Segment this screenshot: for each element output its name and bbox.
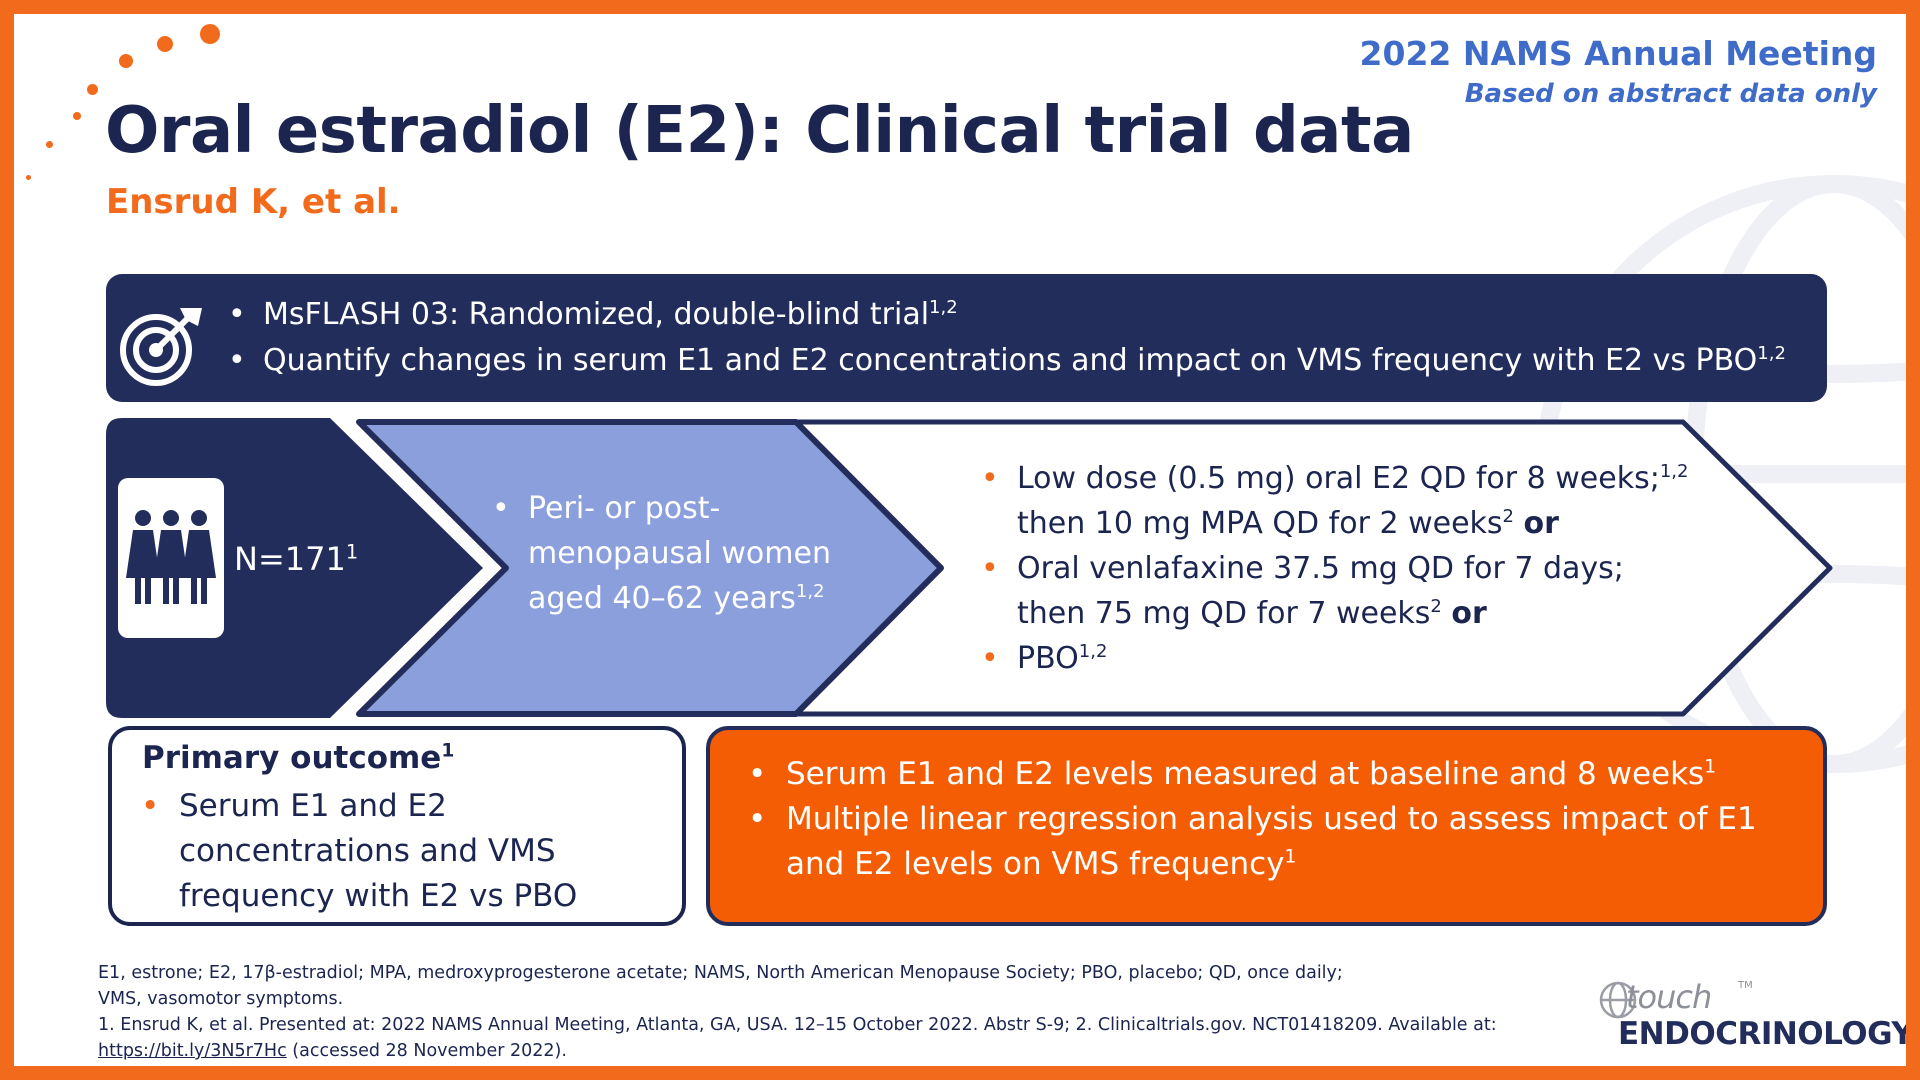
reference-link[interactable]: https://bit.ly/3N5r7Hc	[98, 1041, 287, 1061]
women-group-icon	[118, 478, 224, 638]
treatment-arm-e2: Low dose (0.5 mg) oral E2 QD for 8 weeks…	[981, 456, 1689, 546]
logo-globe-icon	[1599, 981, 1637, 1019]
study-design-flow: N=1711 Peri- or post-menopausal womenage…	[106, 418, 1834, 718]
objective-item: Quantify changes in serum E1 and E2 conc…	[228, 338, 1786, 384]
target-icon	[120, 308, 202, 386]
treatment-arms: Low dose (0.5 mg) oral E2 QD for 8 weeks…	[981, 456, 1689, 681]
slide-title: Oral estradiol (E2): Clinical trial data	[105, 94, 1414, 168]
objective-item: MsFLASH 03: Randomized, double-blind tri…	[228, 292, 1786, 338]
sample-size: N=1711	[234, 540, 359, 578]
slide: 2022 NAMS Annual Meeting Based on abstra…	[14, 14, 1906, 1066]
authors: Ensrud K, et al.	[106, 182, 401, 222]
abbreviations-footnote: E1, estrone; E2, 17β-estradiol; MPA, med…	[98, 963, 1343, 1009]
treatment-arm-placebo: PBO1,2	[981, 636, 1688, 681]
touch-endocrinology-logo: touch TM ENDOCRINOLOGY	[1584, 978, 1906, 1054]
methods-item: Multiple linear regression analysis used…	[748, 797, 1806, 887]
primary-outcome-title: Primary outcome1	[142, 740, 455, 776]
logo-brand-text: ENDOCRINOLOGY	[1618, 1016, 1906, 1052]
methods-box: Serum E1 and E2 levels measured at basel…	[706, 726, 1827, 926]
meeting-info: 2022 NAMS Annual Meeting Based on abstra…	[1360, 34, 1877, 109]
treatment-arm-venlafaxine: Oral venlafaxine 37.5 mg QD for 7 days;t…	[981, 546, 1688, 636]
primary-outcome-box: Primary outcome1 Serum E1 and E2 concent…	[108, 726, 686, 926]
methods-item: Serum E1 and E2 levels measured at basel…	[748, 752, 1806, 797]
data-source-note: Based on abstract data only	[1464, 79, 1877, 109]
logo-trademark: TM	[1738, 980, 1753, 991]
meeting-name: 2022 NAMS Annual Meeting	[1359, 34, 1877, 73]
study-objective-banner: MsFLASH 03: Randomized, double-blind tri…	[106, 274, 1827, 402]
logo-touch-text: touch	[1626, 978, 1712, 1016]
primary-outcome-item: Serum E1 and E2 concentrations and VMS f…	[141, 784, 619, 919]
references-footnote: 1. Ensrud K, et al. Presented at: 2022 N…	[98, 1015, 1497, 1061]
